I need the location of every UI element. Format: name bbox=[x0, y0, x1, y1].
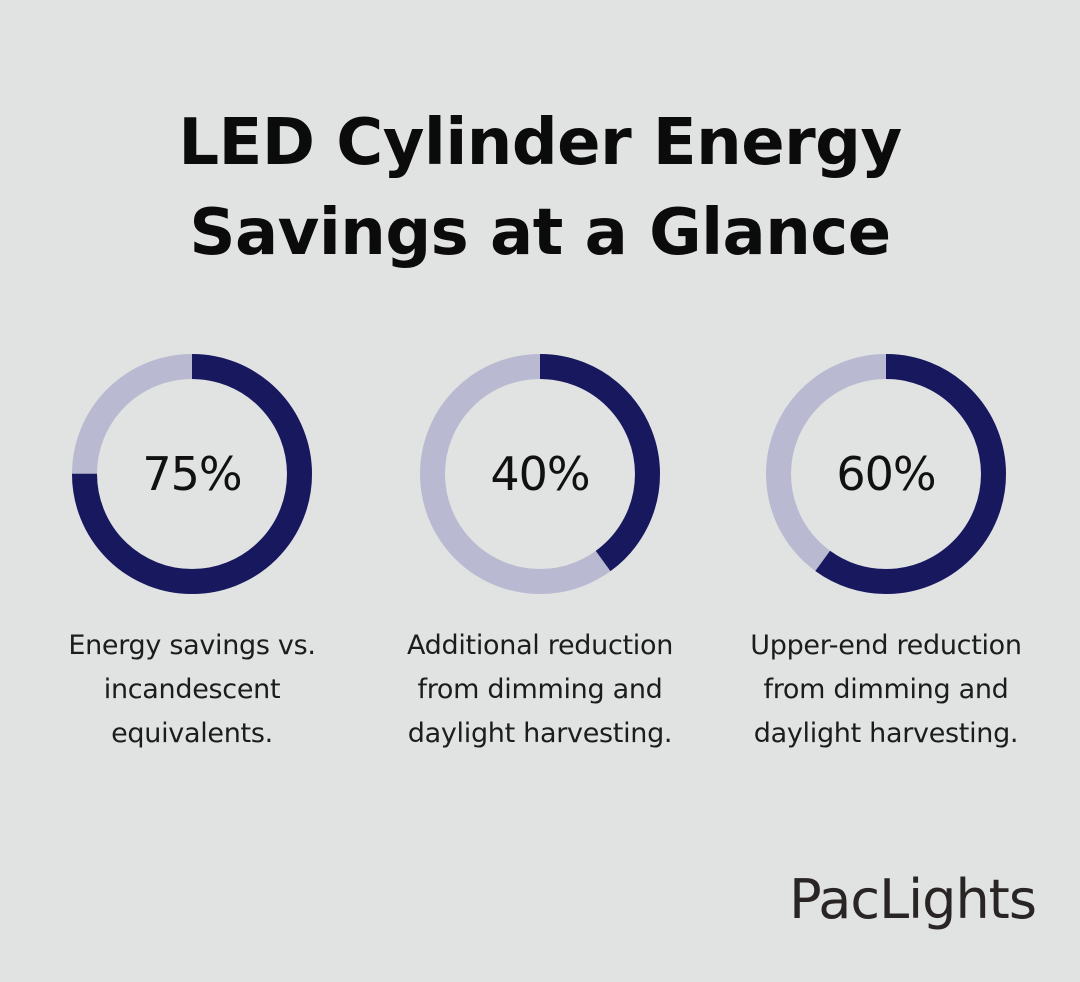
stat-card-upper-end-reduction: 60% Upper-end reduction from dimming and… bbox=[716, 350, 1056, 756]
stat-caption: Additional reduction from dimming and da… bbox=[370, 624, 710, 756]
paclights-logo: PacLights bbox=[789, 868, 1037, 931]
title-line-1: LED Cylinder Energy bbox=[178, 106, 902, 180]
donut-progress-arc bbox=[766, 354, 1006, 594]
caption-line: Energy savings vs. bbox=[68, 630, 316, 661]
caption-line: from dimming and bbox=[417, 674, 663, 705]
donut-progress-arc bbox=[72, 354, 312, 594]
donut-svg bbox=[766, 354, 1006, 594]
stat-card-dimming-reduction: 40% Additional reduction from dimming an… bbox=[370, 350, 710, 756]
caption-line: equivalents. bbox=[111, 718, 273, 749]
caption-line: daylight harvesting. bbox=[753, 718, 1019, 749]
percent-value: 60% bbox=[836, 447, 936, 501]
donut-svg bbox=[420, 354, 660, 594]
page-title: LED Cylinder Energy Savings at a Glance bbox=[90, 98, 990, 278]
donut-chart: 60% bbox=[762, 350, 1010, 598]
percent-value: 75% bbox=[142, 447, 242, 501]
donut-chart: 75% bbox=[68, 350, 316, 598]
donut-chart: 40% bbox=[416, 350, 664, 598]
percent-value: 40% bbox=[490, 447, 590, 501]
caption-line: Additional reduction bbox=[406, 630, 674, 661]
donut-progress-arc bbox=[420, 354, 660, 594]
caption-line: from dimming and bbox=[763, 674, 1009, 705]
caption-line: daylight harvesting. bbox=[407, 718, 673, 749]
title-line-2: Savings at a Glance bbox=[189, 196, 891, 270]
donut-svg bbox=[72, 354, 312, 594]
stat-caption: Upper-end reduction from dimming and day… bbox=[716, 624, 1056, 756]
stat-card-energy-savings: 75% Energy savings vs. incandescent equi… bbox=[22, 350, 362, 756]
caption-line: incandescent bbox=[103, 674, 281, 705]
caption-line: Upper-end reduction bbox=[750, 630, 1022, 661]
stat-caption: Energy savings vs. incandescent equivale… bbox=[22, 624, 362, 756]
